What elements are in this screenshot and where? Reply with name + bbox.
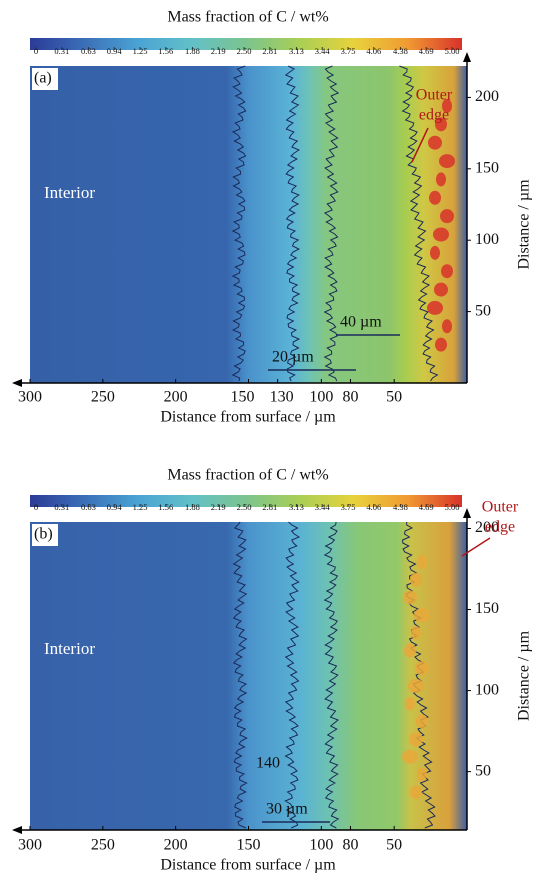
carbide-patch — [408, 679, 424, 693]
colorbar-title: Mass fraction of C / wt% — [167, 467, 328, 484]
carbide-patch — [415, 661, 429, 675]
edge-label: Outer — [482, 499, 519, 516]
x-tick-label: 300 — [18, 389, 42, 406]
x-tick-label: 200 — [164, 389, 188, 406]
carbide-patch — [409, 732, 423, 746]
x-tick-label: 250 — [91, 389, 115, 406]
y-tick-label: 50 — [475, 302, 491, 319]
carbide-patch — [433, 228, 449, 242]
x-axis-title: Distance from surface / µm — [160, 857, 336, 874]
carbide-patch — [417, 768, 427, 782]
carbide-patch — [411, 626, 421, 640]
scale-label: 40 µm — [340, 314, 382, 331]
x-tick-label: 150 — [231, 389, 255, 406]
edge-label: edge — [419, 107, 449, 124]
carbide-patch — [430, 246, 440, 260]
x-tick-label: 50 — [386, 389, 402, 406]
region-label: Interior — [44, 183, 95, 202]
x-arrow — [12, 379, 22, 387]
carbide-patch — [440, 209, 454, 223]
x-axis-title: Distance from surface / µm — [160, 409, 336, 426]
x-tick-label: 300 — [18, 837, 42, 854]
region-label: Interior — [44, 639, 95, 658]
panel-label: (a) — [34, 70, 52, 87]
y-tick-label: 150 — [475, 159, 499, 176]
carbide-patch — [435, 338, 447, 352]
edge-label: edge — [485, 519, 515, 536]
carbide-patch — [410, 573, 422, 587]
x-tick-label: 80 — [342, 837, 358, 854]
y-axis-title: Distance / µm — [516, 630, 533, 721]
carbide-patch — [439, 154, 455, 168]
y-axis-title: Distance / µm — [516, 179, 533, 270]
colorbar-title: Mass fraction of C / wt% — [167, 9, 328, 26]
carbon-map — [30, 522, 467, 830]
y-tick-label: 50 — [475, 762, 491, 779]
x-tick-label: 50 — [386, 837, 402, 854]
carbide-patch — [403, 590, 417, 604]
y-tick-label: 150 — [475, 600, 499, 617]
y-arrow — [463, 508, 471, 518]
carbide-patch — [429, 191, 441, 205]
y-tick-label: 200 — [475, 88, 499, 105]
x-tick-label: 130 — [270, 389, 294, 406]
x-tick-label: 100 — [309, 389, 333, 406]
carbide-patch — [427, 301, 443, 315]
y-tick-label: 100 — [475, 231, 499, 248]
scale-label: 140 — [256, 755, 280, 772]
carbide-patch — [436, 172, 446, 186]
x-arrow — [12, 826, 22, 834]
carbide-patch — [405, 697, 415, 711]
carbide-patch — [434, 283, 448, 297]
figure: Mass fraction of C / wt%00.310.630.941.2… — [0, 0, 540, 893]
x-tick-label: 80 — [342, 389, 358, 406]
carbide-patch — [441, 264, 453, 278]
carbon-map — [30, 66, 467, 383]
x-tick-label: 100 — [309, 837, 333, 854]
scale-label: 20 µm — [272, 349, 314, 366]
carbide-patch — [404, 644, 416, 658]
y-tick-label: 100 — [475, 681, 499, 698]
carbide-patch — [417, 555, 427, 569]
carbide-patch — [416, 714, 428, 728]
scale-label: 30 µm — [266, 801, 308, 818]
x-tick-label: 200 — [164, 837, 188, 854]
carbide-patch — [414, 608, 430, 622]
y-arrow — [463, 52, 471, 62]
carbide-patch — [428, 136, 442, 150]
edge-label: Outer — [416, 87, 453, 104]
carbide-patch — [442, 319, 452, 333]
x-tick-label: 250 — [91, 837, 115, 854]
x-tick-label: 150 — [237, 837, 261, 854]
carbide-patch — [402, 750, 418, 764]
carbide-patch — [410, 785, 422, 799]
panel-label: (b) — [34, 526, 53, 543]
